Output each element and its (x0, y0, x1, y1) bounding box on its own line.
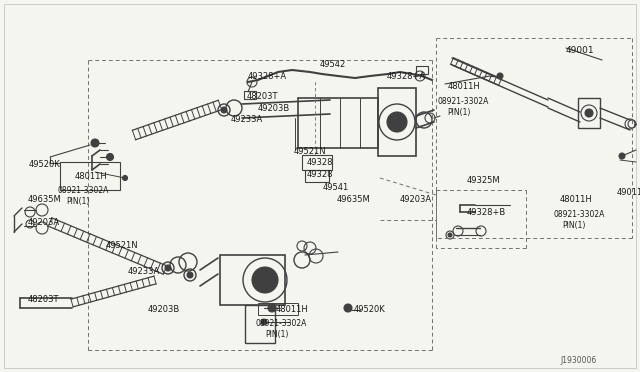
Text: 48203T: 48203T (247, 92, 278, 101)
Bar (244, 91, 256, 99)
Text: 49203B: 49203B (148, 305, 180, 314)
Text: 49011H: 49011H (617, 188, 640, 197)
Circle shape (268, 304, 276, 312)
Circle shape (585, 109, 593, 117)
Text: 49328+A: 49328+A (248, 72, 287, 81)
Circle shape (252, 267, 278, 293)
Text: 48011H: 48011H (560, 195, 593, 204)
Text: 49233A: 49233A (231, 115, 263, 124)
Circle shape (497, 73, 503, 79)
Text: 49203A: 49203A (28, 218, 60, 227)
Text: 49328+A: 49328+A (387, 72, 426, 81)
Text: 49541: 49541 (323, 183, 349, 192)
Text: 08921-3302A: 08921-3302A (438, 97, 490, 106)
Bar (416, 66, 428, 74)
Text: 49635M: 49635M (28, 195, 61, 204)
Bar (305, 170, 329, 182)
Circle shape (448, 233, 452, 237)
Text: 49325M: 49325M (467, 176, 500, 185)
Text: 48203T: 48203T (28, 295, 60, 304)
Text: 49635M: 49635M (337, 195, 371, 204)
Text: 49001: 49001 (566, 46, 595, 55)
Bar (60, 162, 120, 190)
Text: PIN(1): PIN(1) (447, 108, 470, 117)
Text: 49521N: 49521N (106, 241, 139, 250)
Text: 49233A: 49233A (128, 267, 160, 276)
Text: PIN(1): PIN(1) (265, 330, 289, 339)
Text: 49520K: 49520K (29, 160, 61, 169)
Text: 49203A: 49203A (400, 195, 432, 204)
Circle shape (187, 272, 193, 278)
Circle shape (344, 304, 352, 312)
Text: 08921-3302A: 08921-3302A (554, 210, 605, 219)
Bar (220, 255, 285, 305)
Bar (578, 98, 600, 128)
Text: 49328: 49328 (307, 170, 333, 179)
Bar (302, 155, 332, 170)
Text: 49520K: 49520K (354, 305, 386, 314)
Text: 48011H: 48011H (75, 172, 108, 181)
Text: 48011H: 48011H (448, 82, 481, 91)
Circle shape (122, 176, 127, 180)
Circle shape (221, 107, 227, 113)
Text: 08921-3302A: 08921-3302A (58, 186, 109, 195)
Text: 49521N: 49521N (294, 147, 326, 156)
Text: J1930006: J1930006 (560, 356, 596, 365)
Text: PIN(1): PIN(1) (562, 221, 586, 230)
Bar (245, 305, 275, 343)
Circle shape (91, 139, 99, 147)
Text: PIN(1): PIN(1) (66, 197, 90, 206)
Bar (378, 88, 416, 156)
Circle shape (106, 154, 113, 160)
Text: 49328+B: 49328+B (467, 208, 506, 217)
Circle shape (387, 112, 407, 132)
Circle shape (619, 153, 625, 159)
Text: 49542: 49542 (320, 60, 346, 69)
Text: 49203B: 49203B (258, 104, 291, 113)
Text: 08921-3302A: 08921-3302A (256, 319, 307, 328)
Bar (298, 98, 378, 148)
Circle shape (165, 265, 171, 271)
Text: 48011H: 48011H (276, 305, 308, 314)
Bar (258, 303, 298, 315)
Circle shape (261, 319, 267, 325)
Text: 49328: 49328 (307, 158, 333, 167)
